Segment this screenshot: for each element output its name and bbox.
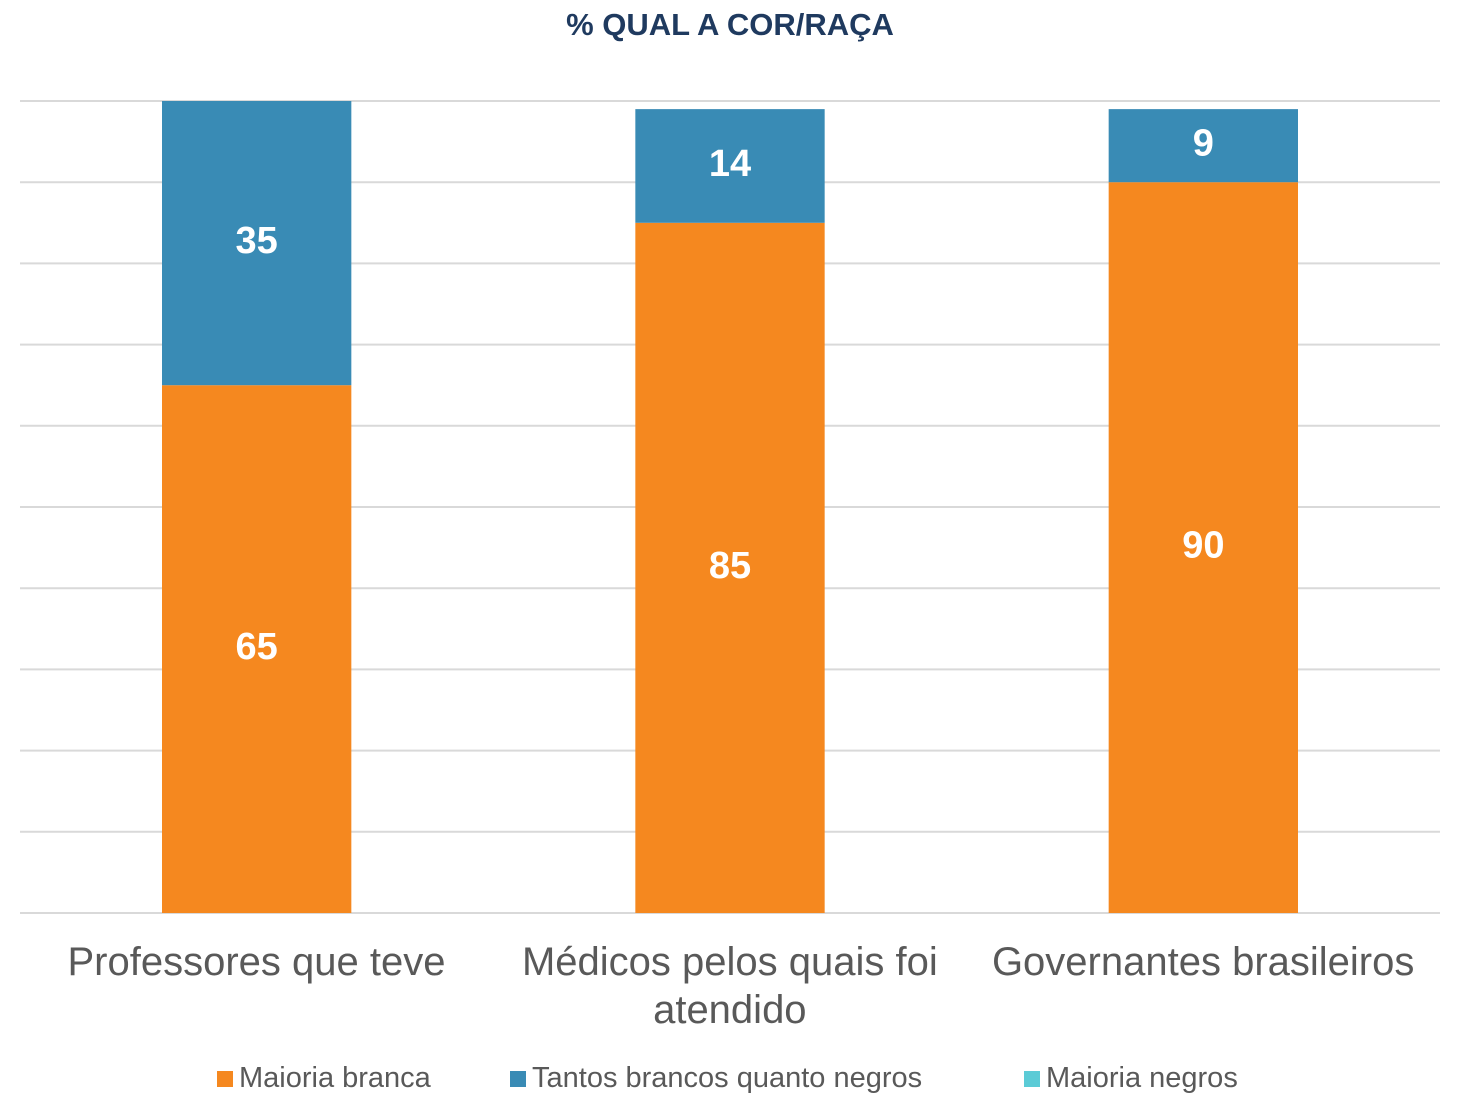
legend-swatch — [1024, 1070, 1040, 1087]
bar-segment — [635, 222, 825, 914]
x-tick-label: Professores que teve — [67, 940, 446, 984]
bar-segment — [162, 385, 352, 913]
data-label: 90 — [1182, 525, 1224, 567]
bar-segment — [1108, 109, 1298, 183]
legend-item: Maioria negros — [1024, 1062, 1238, 1095]
bar-segment — [162, 101, 352, 386]
bar-segment — [635, 109, 825, 223]
data-label: 85 — [709, 545, 751, 587]
legend-item: Maioria branca — [217, 1062, 431, 1095]
data-label: 14 — [709, 143, 751, 185]
data-label: 9 — [1193, 123, 1214, 165]
chart-title: % QUAL A COR/RAÇA — [566, 7, 894, 42]
data-label: 35 — [236, 220, 278, 262]
legend-swatch — [510, 1070, 526, 1087]
legend-label: Tantos brancos quanto negros — [532, 1062, 923, 1094]
x-tick-label: Governantes brasileiros — [991, 940, 1415, 984]
bar-segment — [1108, 182, 1298, 913]
legend-swatch — [217, 1070, 233, 1087]
legend-label: Maioria branca — [239, 1062, 431, 1094]
x-tick-label: Médicos pelos quais foi atendido — [521, 940, 938, 1032]
legend-item: Tantos brancos quanto negros — [510, 1062, 922, 1095]
data-label: 65 — [236, 626, 278, 668]
legend-label: Maioria negros — [1046, 1062, 1238, 1094]
